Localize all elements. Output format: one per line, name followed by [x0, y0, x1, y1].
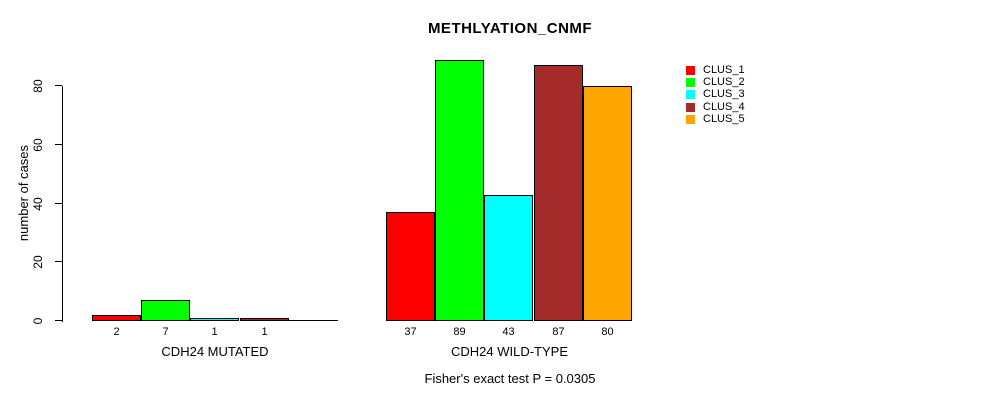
y-tick-label: 80 [31, 79, 45, 93]
x-group-label: CDH24 MUTATED [161, 344, 269, 359]
bar-value-label: 1 [261, 326, 268, 338]
bar-clus_5-group2 [583, 86, 632, 321]
bar-value-label: 87 [552, 326, 565, 338]
legend-row: CLUS_5 [686, 114, 745, 126]
bar-clus_4-group1 [240, 318, 289, 321]
legend-label: CLUS_4 [703, 100, 745, 113]
bar-clus_2-group1 [141, 300, 190, 321]
y-tick-label: 20 [31, 255, 45, 269]
bar-value-label: 89 [453, 326, 466, 338]
bar-value-label: 80 [601, 326, 614, 338]
bar-value-label: 2 [113, 326, 120, 338]
legend-swatch-clus_4 [686, 102, 695, 112]
legend-label: CLUS_3 [703, 88, 745, 101]
y-axis-label: number of cases [16, 144, 31, 242]
legend-row: CLUS_1 [686, 64, 745, 76]
y-tick-mark [55, 85, 62, 86]
bar-clus_5-group1-zero [289, 320, 338, 321]
y-tick-mark [55, 320, 62, 321]
bar-value-label: 43 [502, 326, 515, 338]
legend-row: CLUS_3 [686, 89, 745, 101]
legend-row: CLUS_4 [686, 101, 745, 113]
bar-clus_3-group2 [484, 195, 533, 321]
y-tick-label: 60 [31, 138, 45, 152]
y-tick-mark [55, 144, 62, 145]
legend-label: CLUS_2 [703, 76, 745, 89]
y-tick-mark [55, 261, 62, 262]
bar-value-label: 1 [211, 326, 218, 338]
legend-swatch-clus_2 [686, 78, 695, 88]
legend-label: CLUS_5 [703, 113, 745, 126]
y-tick-mark [55, 203, 62, 204]
y-tick-label: 40 [31, 197, 45, 211]
legend-row: CLUS_2 [686, 76, 745, 88]
y-tick-label: 0 [31, 317, 45, 325]
bar-clus_2-group2 [435, 60, 484, 321]
bar-clus_4-group2 [534, 65, 583, 321]
y-axis-line [62, 86, 63, 322]
chart-title: METHLYATION_CNMF [427, 20, 593, 37]
footnote-fisher-test: Fisher's exact test P = 0.0305 [424, 371, 596, 386]
bar-clus_3-group1 [190, 318, 239, 321]
bar-clus_1-group1 [92, 315, 141, 321]
x-group-label: CDH24 WILD-TYPE [450, 344, 569, 359]
legend-label: CLUS_1 [703, 63, 745, 76]
legend-swatch-clus_3 [686, 90, 695, 100]
legend-swatch-clus_5 [686, 115, 695, 125]
legend-swatch-clus_1 [686, 65, 695, 75]
legend: CLUS_1 CLUS_2 CLUS_3 CLUS_4 CLUS_5 [686, 64, 745, 126]
bar-clus_1-group2 [386, 212, 435, 321]
bar-value-label: 37 [404, 326, 417, 338]
bar-value-label: 7 [162, 326, 169, 338]
